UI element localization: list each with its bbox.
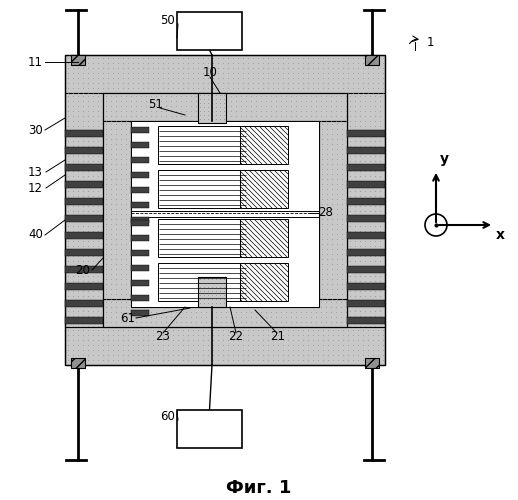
Bar <box>158 170 246 208</box>
Text: 61: 61 <box>120 312 135 324</box>
Text: 20: 20 <box>75 264 90 276</box>
Text: 11: 11 <box>28 56 43 68</box>
Bar <box>198 93 226 123</box>
Bar <box>365 55 379 65</box>
Text: y: y <box>440 152 449 166</box>
Bar <box>65 232 103 239</box>
Bar <box>158 126 246 164</box>
Bar <box>319 121 347 299</box>
Bar <box>65 147 103 154</box>
Bar <box>347 317 385 324</box>
Bar <box>131 265 149 271</box>
Text: 13: 13 <box>28 166 43 178</box>
Bar <box>65 55 385 93</box>
Text: 22: 22 <box>228 330 243 344</box>
Bar <box>131 235 149 241</box>
Bar <box>347 249 385 256</box>
Bar <box>71 358 85 368</box>
Bar <box>71 55 85 65</box>
Bar <box>65 198 103 205</box>
Bar <box>131 220 149 226</box>
Bar <box>198 277 226 307</box>
Bar <box>103 299 347 327</box>
Bar <box>158 263 246 301</box>
Text: 23: 23 <box>155 330 170 344</box>
Bar <box>131 121 319 307</box>
Bar <box>158 219 246 257</box>
Bar <box>103 93 347 327</box>
Text: 28: 28 <box>318 206 333 220</box>
Bar <box>131 295 149 301</box>
Bar <box>177 12 242 50</box>
Bar <box>65 164 103 171</box>
Bar <box>131 202 149 208</box>
Text: Фиг. 1: Фиг. 1 <box>226 479 292 497</box>
Bar <box>347 181 385 188</box>
Bar <box>347 164 385 171</box>
Bar <box>65 266 103 273</box>
Bar <box>198 93 226 123</box>
Bar <box>65 55 385 365</box>
Bar <box>131 157 149 163</box>
Bar <box>65 249 103 256</box>
Bar <box>103 93 347 327</box>
Bar <box>65 300 103 307</box>
Bar <box>65 317 103 324</box>
Bar <box>131 217 319 307</box>
Text: 10: 10 <box>203 66 218 80</box>
Bar <box>347 215 385 222</box>
Bar <box>131 217 149 223</box>
Bar <box>131 187 149 193</box>
Text: 30: 30 <box>28 124 43 136</box>
Bar <box>103 93 347 121</box>
Text: 12: 12 <box>28 182 43 194</box>
Bar <box>131 172 149 178</box>
Bar <box>347 130 385 137</box>
Bar <box>347 147 385 154</box>
Bar <box>240 263 288 301</box>
Bar <box>177 410 242 448</box>
Bar <box>131 310 149 316</box>
Text: 60: 60 <box>160 410 175 424</box>
Bar <box>347 300 385 307</box>
Bar <box>240 126 288 164</box>
Bar <box>131 250 149 256</box>
Text: x: x <box>496 228 505 242</box>
Bar <box>65 181 103 188</box>
Bar <box>347 266 385 273</box>
Bar <box>347 283 385 290</box>
Bar <box>365 358 379 368</box>
Text: 40: 40 <box>28 228 43 241</box>
Bar <box>347 93 385 327</box>
Bar <box>131 280 149 286</box>
Bar <box>240 219 288 257</box>
Bar <box>131 127 149 133</box>
Text: 21: 21 <box>270 330 285 344</box>
Bar <box>103 121 131 299</box>
Text: 50: 50 <box>160 14 175 26</box>
Bar <box>65 93 103 327</box>
Text: 51: 51 <box>148 98 163 112</box>
Bar <box>131 121 319 299</box>
Bar <box>131 121 319 211</box>
Bar <box>65 130 103 137</box>
Bar <box>347 198 385 205</box>
Bar <box>198 277 226 307</box>
Bar <box>240 170 288 208</box>
Bar <box>131 142 149 148</box>
Bar <box>65 215 103 222</box>
Bar <box>65 327 385 365</box>
Bar <box>347 232 385 239</box>
Bar <box>65 283 103 290</box>
Text: 1: 1 <box>427 36 435 49</box>
